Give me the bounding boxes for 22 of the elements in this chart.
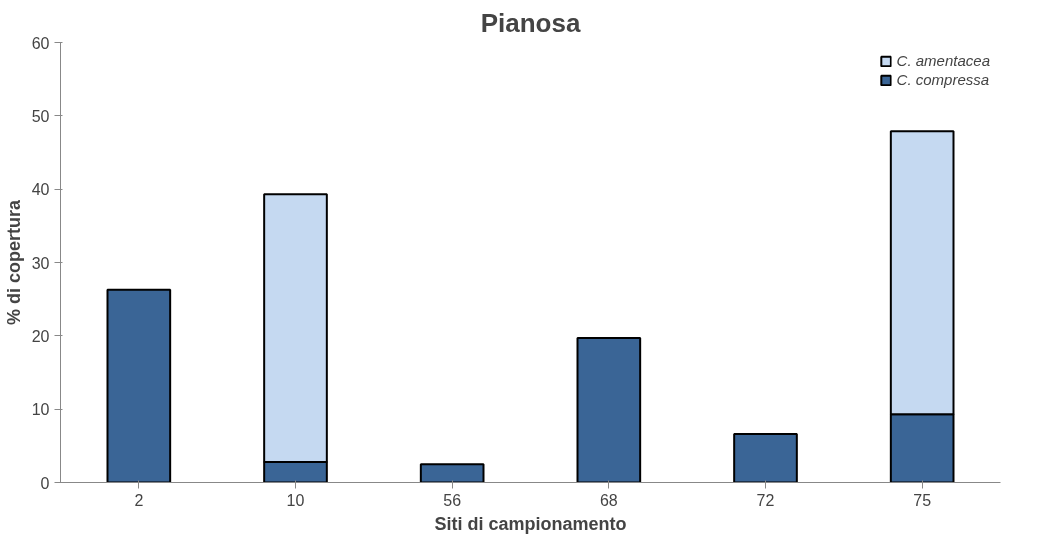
legend-label: C. compressa <box>896 71 990 88</box>
y-tick-label: 30 <box>31 254 50 272</box>
chart-title: Pianosa <box>480 7 581 38</box>
x-tick-label: 68 <box>599 491 618 509</box>
y-tick-label: 20 <box>31 327 50 345</box>
bar <box>576 337 642 483</box>
y-tick-label: 0 <box>40 474 50 492</box>
x-tick-label: 75 <box>913 491 932 509</box>
x-axis-title: Siti di campionamento <box>434 513 627 534</box>
y-tick-label: 10 <box>31 401 50 419</box>
y-tick-label: 40 <box>31 181 50 199</box>
x-tick-label: 72 <box>756 491 775 509</box>
bar <box>733 433 798 483</box>
x-tick-label: 2 <box>134 491 144 509</box>
y-tick-label: 50 <box>31 107 50 125</box>
bar <box>419 463 485 483</box>
legend-label: C. amentacea <box>896 52 990 69</box>
y-tick-label: 60 <box>31 34 50 52</box>
x-tick-label: 10 <box>286 491 305 509</box>
x-tick-label: 56 <box>443 491 462 509</box>
y-axis-title: % di copertura <box>3 199 24 326</box>
bar <box>106 288 172 483</box>
